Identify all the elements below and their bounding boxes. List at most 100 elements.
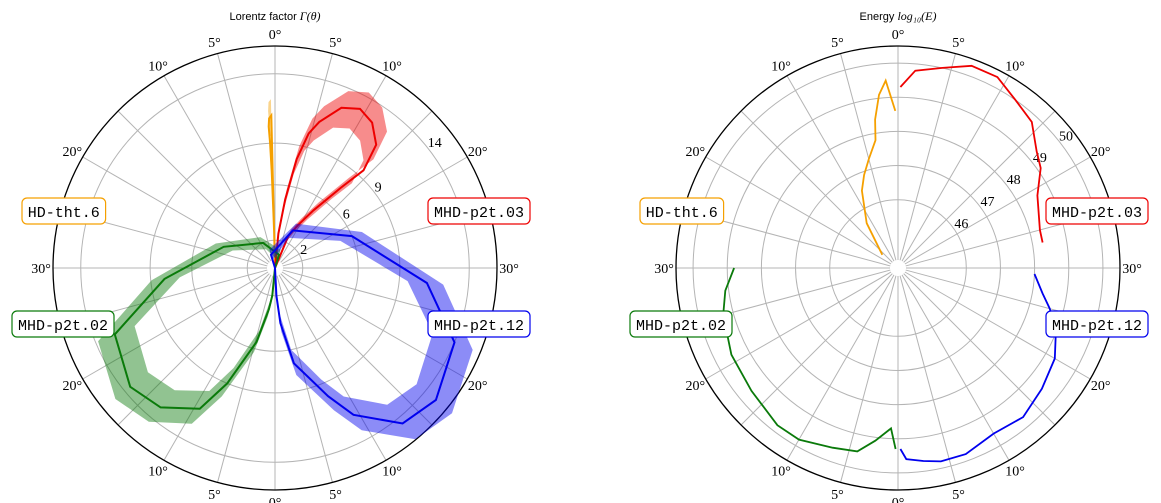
series-band [277,91,387,243]
angle-tick-label: 20° [686,145,706,160]
angular-grid-line [904,271,1091,380]
angle-tick-label: 20° [63,145,83,160]
series-line [899,64,1044,243]
series-line [860,78,897,256]
angular-grid-line [117,273,270,426]
angular-grid-line [899,53,956,261]
radial-tick-label: 50 [1059,129,1073,144]
legend-label: MHD-p2t.12 [434,318,524,335]
legend-badge [21,197,107,225]
legend-badge [629,310,733,338]
angle-tick-label: 30° [654,262,674,277]
radial-tick-label: 48 [1007,173,1021,188]
angle-tick-label: 20° [686,379,706,394]
angle-tick-label: 10° [1005,59,1025,74]
chart-title-text: Lorentz factor [229,11,299,23]
angular-grid-line [280,110,433,263]
series-band [269,223,473,440]
angle-tick-label: 0° [269,28,282,43]
angle-tick-label: 5° [952,488,965,503]
angular-grid-line [903,110,1056,263]
angular-grid-line [217,275,274,483]
chart-title: Energy log₁₀(E) [860,9,937,23]
angle-tick-label: 20° [468,379,488,394]
angular-grid-line [117,110,270,263]
angular-grid-line [786,75,895,262]
chart-panel-2: Energy log₁₀(E) 0° 5° 10° 20° 30° 5° 10° 20° 30° 0… [629,9,1149,503]
legend-label: HD-tht.6 [28,205,100,222]
angle-tick-label: 5° [208,488,221,503]
angular-grid-line [82,271,269,380]
angular-grid-line [840,275,897,483]
legend-badge [639,197,725,225]
angle-tick-label: 30° [499,262,519,277]
radial-tick-label: 6 [343,207,350,222]
chart-title-math: Γ(θ) [299,9,321,23]
angular-grid-line [740,110,893,263]
angular-grid-line [278,274,387,461]
angle-tick-label: 10° [771,59,791,74]
radial-tick-label: 49 [1033,151,1047,166]
angle-tick-label: 20° [1091,145,1111,160]
angular-grid-line [276,53,333,261]
legend-label: MHD-p2t.03 [434,205,524,222]
series-line [113,241,281,410]
angular-grid-line [280,273,433,426]
angle-tick-label: 10° [771,465,791,480]
angular-grid-line [281,156,468,265]
chart-title: Lorentz factor Γ(θ) [229,9,320,23]
angle-tick-label: 10° [148,59,168,74]
legend-badge [427,197,531,225]
radial-tick-label: 46 [954,217,968,232]
legend-badge [1045,310,1149,338]
legend-label: MHD-p2t.03 [1052,205,1142,222]
legend-label: MHD-p2t.12 [1052,318,1142,335]
legend-label: MHD-p2t.02 [18,318,108,335]
angular-grid-line [840,53,897,261]
angle-tick-label: 0° [892,28,905,43]
angular-grid-line [705,156,892,265]
series-line [274,106,378,269]
angle-tick-label: 5° [831,36,844,51]
angle-tick-label: 20° [468,145,488,160]
legend-label: MHD-p2t.02 [636,318,726,335]
outer-frame [52,45,498,491]
radial-tick-label: 14 [428,136,442,151]
series-band [98,237,281,424]
angular-grid-line [217,53,274,261]
chart-title-text: Energy [860,11,898,23]
angle-tick-label: 10° [382,59,402,74]
angle-tick-label: 5° [329,488,342,503]
legend-badge [1045,197,1149,225]
angle-tick-label: 5° [329,36,342,51]
legend-badge [11,310,115,338]
angular-grid-line [740,273,893,426]
angular-grid-line [901,274,1010,461]
series-line [722,267,897,453]
outer-frame [675,45,1121,491]
angular-grid-line [903,273,1056,426]
angle-tick-label: 20° [63,379,83,394]
series-line [899,273,1057,463]
legend-badge [427,310,531,338]
angular-grid-line [786,274,895,461]
angle-tick-label: 0° [892,496,905,503]
angular-grid-line [163,274,272,461]
angular-grid-line [281,271,468,380]
chart-title-math: log₁₀(E) [897,9,936,23]
angular-grid-line [899,275,956,483]
angle-tick-label: 30° [31,262,51,277]
legend-label: HD-tht.6 [646,205,718,222]
angular-grid-line [705,271,892,380]
angle-tick-label: 10° [382,465,402,480]
angular-grid-line [276,275,333,483]
chart-panel-1: Lorentz factor Γ(θ) 0° 5° 10° 20° 30° 5° 10° 20°… [11,9,531,503]
angular-grid-line [901,75,1010,262]
angle-tick-label: 5° [952,36,965,51]
angle-tick-label: 30° [1122,262,1142,277]
angle-tick-label: 10° [1005,465,1025,480]
radial-tick-label: 47 [980,195,994,210]
angle-tick-label: 10° [148,465,168,480]
angle-tick-label: 5° [831,488,844,503]
